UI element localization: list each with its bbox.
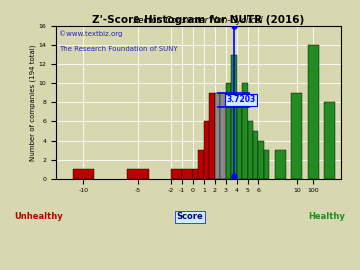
Title: Z'-Score Histogram for NUTR (2016): Z'-Score Histogram for NUTR (2016) bbox=[92, 15, 305, 25]
Bar bbox=[231, 55, 237, 179]
Y-axis label: Number of companies (194 total): Number of companies (194 total) bbox=[29, 44, 36, 161]
Bar bbox=[72, 169, 94, 179]
Text: 3.7203: 3.7203 bbox=[226, 96, 256, 104]
Bar bbox=[226, 83, 231, 179]
Bar bbox=[242, 83, 248, 179]
Bar bbox=[215, 93, 220, 179]
Bar bbox=[275, 150, 286, 179]
Bar bbox=[253, 131, 258, 179]
Text: The Research Foundation of SUNY: The Research Foundation of SUNY bbox=[59, 46, 178, 52]
Text: Score: Score bbox=[176, 212, 203, 221]
Bar bbox=[171, 169, 182, 179]
Bar bbox=[248, 122, 253, 179]
Text: Sector: Consumer Non-Cyclical: Sector: Consumer Non-Cyclical bbox=[134, 16, 263, 25]
Bar bbox=[324, 102, 335, 179]
Bar bbox=[209, 93, 215, 179]
Text: Unhealthy: Unhealthy bbox=[15, 212, 63, 221]
Bar bbox=[291, 93, 302, 179]
Bar bbox=[127, 169, 149, 179]
Bar bbox=[308, 45, 319, 179]
Text: Healthy: Healthy bbox=[308, 212, 345, 221]
Bar bbox=[237, 102, 242, 179]
Bar bbox=[264, 150, 269, 179]
Text: ©www.textbiz.org: ©www.textbiz.org bbox=[59, 31, 122, 37]
Bar bbox=[258, 140, 264, 179]
Bar bbox=[198, 150, 204, 179]
Bar bbox=[220, 93, 226, 179]
Bar bbox=[182, 169, 193, 179]
Bar bbox=[204, 122, 209, 179]
Bar bbox=[193, 169, 204, 179]
